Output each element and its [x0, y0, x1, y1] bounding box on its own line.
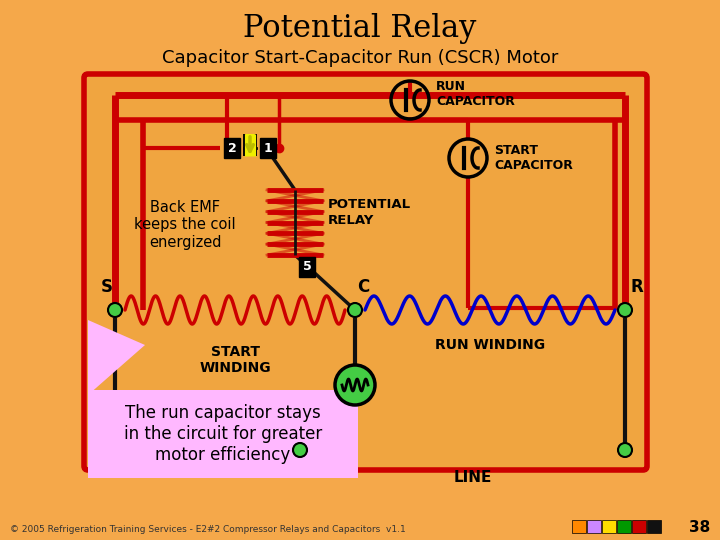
Text: C: C [357, 278, 369, 296]
Circle shape [348, 303, 362, 317]
Text: 5: 5 [302, 260, 311, 273]
Text: 1: 1 [264, 141, 272, 154]
Bar [647, 520, 661, 533]
Circle shape [618, 443, 632, 457]
Text: Potential Relay: Potential Relay [243, 12, 477, 44]
Text: R: R [631, 278, 644, 296]
Text: S: S [101, 278, 113, 296]
Bar [587, 520, 601, 533]
Text: The run capacitor stays
in the circuit for greater
motor efficiency: The run capacitor stays in the circuit f… [124, 404, 322, 464]
Text: LINE: LINE [454, 470, 492, 485]
Text: 2: 2 [228, 141, 236, 154]
Text: START
WINDING: START WINDING [199, 345, 271, 375]
Text: Capacitor Start-Capacitor Run (CSCR) Motor: Capacitor Start-Capacitor Run (CSCR) Mot… [162, 49, 558, 67]
Text: START
CAPACITOR: START CAPACITOR [494, 144, 573, 172]
Text: RUN
CAPACITOR: RUN CAPACITOR [436, 80, 515, 108]
Text: Back EMF
keeps the coil
energized: Back EMF keeps the coil energized [134, 200, 236, 250]
Text: POTENTIAL
RELAY: POTENTIAL RELAY [328, 199, 411, 226]
Polygon shape [88, 320, 145, 395]
Text: © 2005 Refrigeration Training Services - E2#2 Compressor Relays and Capacitors  : © 2005 Refrigeration Training Services -… [10, 524, 406, 534]
Bar [632, 520, 646, 533]
Bar [617, 520, 631, 533]
Circle shape [293, 443, 307, 457]
Text: RUN WINDING: RUN WINDING [435, 338, 545, 352]
Circle shape [335, 365, 375, 405]
FancyBboxPatch shape [84, 74, 647, 470]
Circle shape [108, 303, 122, 317]
Bar [602, 520, 616, 533]
Bar [572, 520, 586, 533]
Text: 38: 38 [689, 519, 710, 535]
Circle shape [618, 303, 632, 317]
FancyBboxPatch shape [88, 390, 358, 478]
